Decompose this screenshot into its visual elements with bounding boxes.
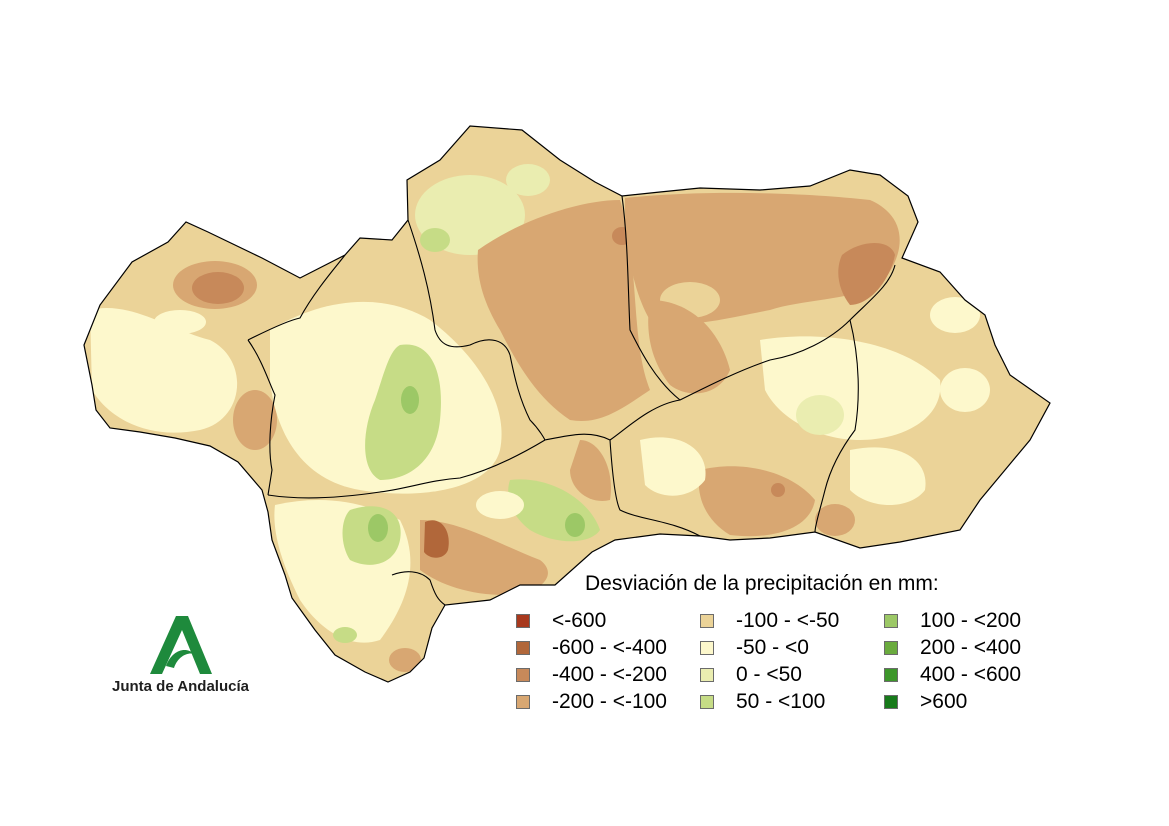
zone-malaga-dark (424, 520, 449, 558)
border-huelva-sevilla-north (247, 254, 346, 341)
legend-label: -600 - <-400 (552, 636, 667, 659)
zone-almeria-north (930, 297, 980, 333)
legend-swatch (516, 668, 530, 682)
legend-swatch (516, 614, 530, 628)
zone-cadiz-green-core (368, 514, 388, 542)
legend-swatch (884, 641, 898, 655)
zone-malaga-green-core (565, 513, 585, 537)
andalucia-a-icon (150, 616, 212, 674)
legend-swatch (884, 695, 898, 709)
legend-label: 50 - <100 (736, 690, 826, 713)
zone-granada-west-brown (570, 440, 611, 501)
legend-swatch (700, 695, 714, 709)
legend-swatch (700, 641, 714, 655)
zone-malaga-brown (420, 520, 548, 595)
zone-sevilla-green-core (401, 386, 419, 414)
zone-huelva-north-core (192, 272, 244, 304)
zone-north-green-core (420, 228, 450, 252)
zone-huelva-east (233, 390, 277, 450)
zone-cadiz-south-green (333, 627, 357, 643)
legend-label: 400 - <600 (920, 663, 1022, 686)
border-huelva-sevilla (247, 339, 276, 496)
border-malaga-granada (609, 439, 701, 537)
legend-swatch (516, 641, 530, 655)
border-granada-almeria (814, 319, 859, 533)
zone-granada-brown (698, 466, 815, 537)
legend-swatch (884, 668, 898, 682)
border-sevilla-cordoba (407, 219, 511, 356)
legend-label: 0 - <50 (736, 663, 802, 686)
junta-de-andalucia-logo: Junta de Andalucía (112, 612, 262, 702)
border-sevilla-cadiz (267, 439, 546, 499)
zone-almeria-brown (815, 504, 855, 536)
zone-cordoba-brown (477, 200, 650, 421)
logo-a-shape (150, 616, 212, 674)
legend-swatch (884, 614, 898, 628)
zone-cadiz-south-brown (389, 648, 421, 672)
border-cordoba-jaen (621, 195, 681, 401)
legend-swatch (700, 668, 714, 682)
zone-almeria-south (850, 447, 926, 505)
zone-malaga-light (476, 491, 524, 519)
zone-huelva-light (90, 307, 238, 433)
legend-label: -50 - <0 (736, 636, 809, 659)
region-outline (83, 125, 1051, 683)
legend-label: 100 - <200 (920, 609, 1022, 632)
legend-label: <-600 (552, 609, 607, 632)
legend-label: >600 (920, 690, 968, 713)
legend-swatch (516, 695, 530, 709)
zone-sevilla-green (365, 344, 441, 480)
zone-granada-spot (771, 483, 785, 497)
border-jaen-granada (544, 264, 896, 441)
border-cordoba-malaga (509, 354, 546, 441)
legend-title: Desviación de la precipitación en mm: (585, 572, 939, 595)
legend-label: -100 - <-50 (736, 609, 840, 632)
legend-label: 200 - <400 (920, 636, 1022, 659)
zone-almeria-light (940, 368, 990, 412)
zone-north-green-2 (506, 164, 550, 196)
legend-swatch (700, 614, 714, 628)
legend-label: -200 - <-100 (552, 690, 667, 713)
logo-a-swoosh (166, 650, 194, 668)
legend-label: -400 - <-200 (552, 663, 667, 686)
zone-jaen-south (648, 300, 730, 394)
border-cadiz-malaga (391, 571, 446, 606)
province-borders (247, 195, 896, 606)
zone-jaen-dark (838, 242, 895, 305)
zone-granada-west-light (640, 437, 706, 496)
zone-huelva-pocket (154, 310, 206, 334)
deviation-surface (84, 126, 1050, 682)
zone-granada-green (796, 395, 844, 435)
logo-text: Junta de Andalucía (112, 678, 249, 695)
